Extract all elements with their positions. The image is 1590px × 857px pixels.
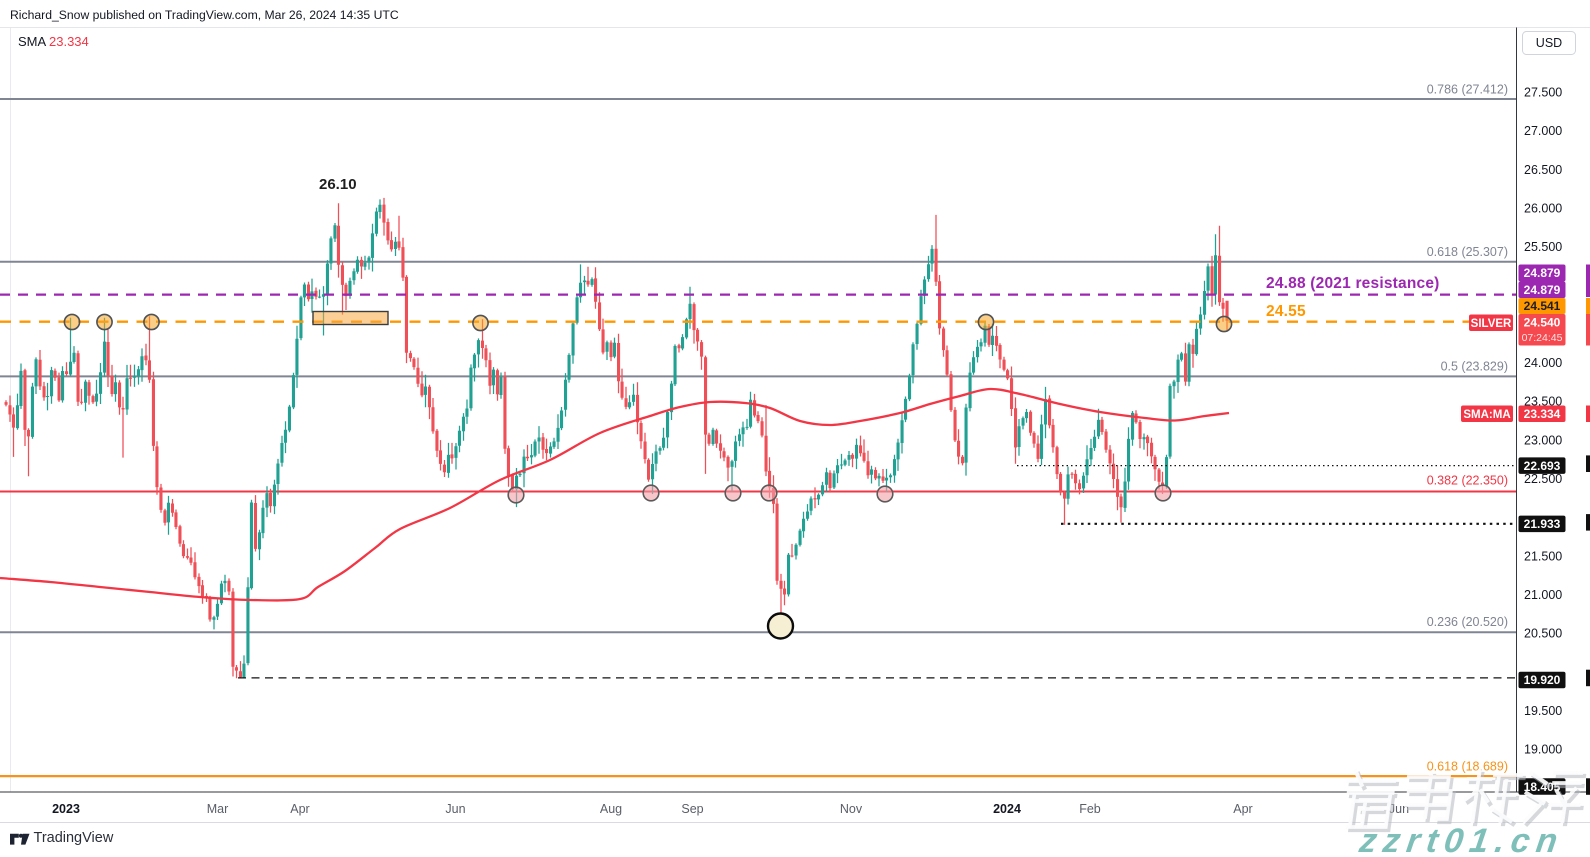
svg-text:SILVER: SILVER <box>1471 318 1512 330</box>
svg-text:27.000: 27.000 <box>1524 124 1562 138</box>
svg-text:0.618 (18.689): 0.618 (18.689) <box>1427 760 1508 774</box>
svg-text:0.382 (22.350): 0.382 (22.350) <box>1427 474 1508 488</box>
svg-text:23.000: 23.000 <box>1524 433 1562 447</box>
svg-text:22.500: 22.500 <box>1524 472 1562 486</box>
svg-text:Aug: Aug <box>600 802 622 816</box>
svg-text:27.500: 27.500 <box>1524 86 1562 100</box>
svg-text:19.000: 19.000 <box>1524 743 1562 757</box>
svg-text:24.88 (2021 resistance): 24.88 (2021 resistance) <box>1266 275 1440 292</box>
svg-text:2023: 2023 <box>52 802 80 816</box>
svg-text:TradingView: TradingView <box>34 830 114 846</box>
svg-text:Jun: Jun <box>1389 802 1409 816</box>
svg-text:24.541: 24.541 <box>1524 299 1561 313</box>
svg-text:Jun: Jun <box>445 802 465 816</box>
svg-text:zzrt01.cn: zzrt01.cn <box>1356 822 1566 857</box>
svg-text:Sep: Sep <box>681 802 703 816</box>
svg-text:Feb: Feb <box>1079 802 1101 816</box>
svg-text:Nov: Nov <box>840 802 863 816</box>
svg-text:0.236 (20.520): 0.236 (20.520) <box>1427 615 1508 629</box>
svg-text:20.500: 20.500 <box>1524 627 1562 641</box>
svg-text:23.500: 23.500 <box>1524 395 1562 409</box>
svg-text:24.55: 24.55 <box>1266 303 1306 320</box>
svg-text:24.879: 24.879 <box>1524 266 1561 280</box>
svg-text:24.879: 24.879 <box>1524 283 1561 297</box>
svg-text:0.618 (25.307): 0.618 (25.307) <box>1427 245 1508 259</box>
svg-text:26.000: 26.000 <box>1524 201 1562 215</box>
svg-text:21.933: 21.933 <box>1524 517 1561 531</box>
svg-text:07:24:45: 07:24:45 <box>1522 332 1563 344</box>
svg-text:Apr: Apr <box>290 802 309 816</box>
svg-text:21.500: 21.500 <box>1524 549 1562 563</box>
svg-text:19.500: 19.500 <box>1524 704 1562 718</box>
svg-text:26.10: 26.10 <box>319 176 357 193</box>
svg-text:26.500: 26.500 <box>1524 163 1562 177</box>
svg-text:USD: USD <box>1536 36 1562 50</box>
svg-text:0.5 (23.829): 0.5 (23.829) <box>1441 359 1508 373</box>
svg-text:18.405: 18.405 <box>1524 780 1561 794</box>
svg-text:25.500: 25.500 <box>1524 240 1562 254</box>
svg-text:SMA: SMA <box>18 34 47 49</box>
svg-text:21.000: 21.000 <box>1524 588 1562 602</box>
svg-text:24.540: 24.540 <box>1524 316 1561 330</box>
svg-text:23.334: 23.334 <box>1524 407 1561 421</box>
svg-text:24.000: 24.000 <box>1524 356 1562 370</box>
svg-text:SMA:MA: SMA:MA <box>1463 409 1510 421</box>
svg-text:Mar: Mar <box>207 802 229 816</box>
svg-text:23.334: 23.334 <box>49 34 89 49</box>
svg-text:2024: 2024 <box>993 802 1021 816</box>
svg-text:0.786 (27.412): 0.786 (27.412) <box>1427 82 1508 96</box>
svg-text:Apr: Apr <box>1233 802 1252 816</box>
svg-text:22.693: 22.693 <box>1524 459 1561 473</box>
svg-text:19.920: 19.920 <box>1524 673 1561 687</box>
svg-text:Richard_Snow published on Trad: Richard_Snow published on TradingView.co… <box>10 8 399 22</box>
